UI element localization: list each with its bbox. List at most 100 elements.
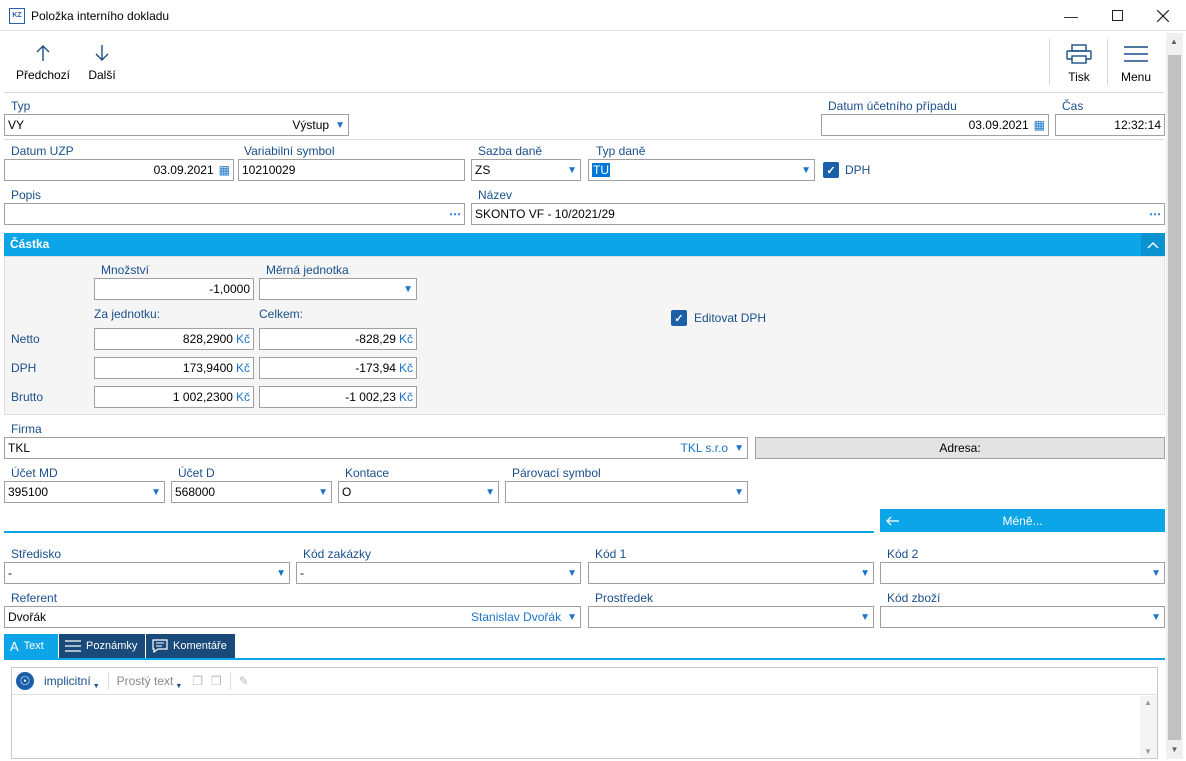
typ-dane-select[interactable]: TU ▼ <box>588 159 815 181</box>
calendar-icon[interactable]: ▦ <box>218 163 230 177</box>
calendar-icon[interactable]: ▦ <box>1033 118 1045 132</box>
dph-total-input[interactable]: -173,94 Kč <box>259 357 417 379</box>
chevron-down-icon: ▼ <box>403 283 413 295</box>
ellipsis-icon[interactable]: ⋯ <box>1149 207 1161 221</box>
referent-name: Stanislav Dvořák <box>471 610 562 624</box>
ellipsis-icon[interactable]: ⋯ <box>449 207 461 221</box>
chevron-down-icon: ▼ <box>567 567 577 579</box>
firma-select[interactable]: TKL TKL s.r.o ▼ <box>4 437 748 459</box>
toolbar-separator <box>1049 39 1050 85</box>
stredisko-select[interactable]: - ▼ <box>4 562 290 584</box>
variabilni-symbol-input[interactable]: 10210029 <box>238 159 465 181</box>
text-editor[interactable] <box>11 667 1158 759</box>
collapse-button[interactable] <box>1141 233 1165 256</box>
editovat-dph-checkbox[interactable]: ✓ <box>671 310 687 326</box>
toolbar <box>4 33 1164 93</box>
kod-zakazky-select[interactable]: - ▼ <box>296 562 581 584</box>
datum-uzp-value: 03.09.2021 <box>153 163 214 177</box>
mnozstvi-input[interactable]: -1,0000 <box>94 278 254 300</box>
dph-checkbox[interactable]: ✓ <box>823 162 839 178</box>
parovaci-symbol-select[interactable]: ▼ <box>505 481 748 503</box>
referent-select[interactable]: Dvořák Stanislav Dvořák ▼ <box>4 606 581 628</box>
mene-label: Méně... <box>1002 513 1043 528</box>
brutto-unit-value: 1 002,2300 <box>172 390 233 404</box>
nazev-label: Název <box>478 188 513 202</box>
arrow-down-icon <box>95 45 109 61</box>
printer-icon <box>1066 44 1092 64</box>
nazev-value: SKONTO VF - 10/2021/29 <box>475 207 615 221</box>
minimize-button[interactable]: — <box>1064 7 1078 24</box>
datum-uzp-field[interactable]: 03.09.2021 ▦ <box>4 159 234 181</box>
scroll-up-icon[interactable]: ▲ <box>1170 37 1178 46</box>
next-button[interactable]: Další <box>84 34 120 92</box>
tab-komentare[interactable]: Komentáře <box>146 634 235 658</box>
stredisko-value: - <box>8 566 12 580</box>
close-button[interactable] <box>1140 0 1186 31</box>
menu-label: Menu <box>1120 70 1152 84</box>
kontace-select[interactable]: O ▼ <box>338 481 499 503</box>
chevron-down-icon: ▼ <box>92 682 100 690</box>
kod2-select[interactable]: ▼ <box>880 562 1165 584</box>
netto-unit-input[interactable]: 828,2900 Kč <box>94 328 254 350</box>
print-button[interactable]: Tisk <box>1056 34 1102 92</box>
currency-label: Kč <box>398 332 413 346</box>
cas-field[interactable]: 12:32:14 <box>1055 114 1165 136</box>
mnozstvi-label: Množství <box>101 263 150 277</box>
previous-button[interactable]: Předchozí <box>12 34 74 92</box>
ucet-d-label: Účet D <box>178 466 215 480</box>
ucet-d-value: 568000 <box>175 485 216 499</box>
chevron-down-icon: ▼ <box>175 682 183 690</box>
kod-zbozi-select[interactable]: ▼ <box>880 606 1165 628</box>
close-icon <box>1157 9 1169 22</box>
editor-scrollbar[interactable]: ▲ ▼ <box>1140 696 1157 758</box>
scroll-down-icon[interactable]: ▼ <box>1166 740 1183 759</box>
merna-jednotka-select[interactable]: ▼ <box>259 278 417 300</box>
merna-jednotka-label: Měrná jednotka <box>266 263 349 277</box>
typ-select[interactable]: VY Výstup ▼ <box>4 114 349 136</box>
mene-button[interactable]: Méně... <box>880 509 1165 532</box>
prostredek-select[interactable]: ▼ <box>588 606 874 628</box>
kontace-label: Kontace <box>345 466 390 480</box>
adresa-button[interactable]: Adresa: <box>755 437 1165 459</box>
language-dropdown[interactable]: implicitní <box>44 674 91 688</box>
tab-komentare-label: Komentáře <box>173 640 227 652</box>
section-divider <box>4 531 874 533</box>
maximize-button[interactable] <box>1094 0 1140 31</box>
dph-unit-input[interactable]: 173,9400 Kč <box>94 357 254 379</box>
scroll-down-icon[interactable]: ▼ <box>1144 747 1152 756</box>
format-dropdown[interactable]: Prostý text <box>116 674 174 688</box>
scrollbar-thumb[interactable] <box>1168 55 1181 759</box>
ucet-d-select[interactable]: 568000 ▼ <box>171 481 332 503</box>
popis-input[interactable]: ⋯ <box>4 203 465 225</box>
pencil-icon[interactable]: ✎ <box>238 674 249 688</box>
sazba-dane-select[interactable]: ZS ▼ <box>471 159 581 181</box>
popis-label: Popis <box>11 188 42 202</box>
datum-ucetniho-pripadu-field[interactable]: 03.09.2021 ▦ <box>821 114 1049 136</box>
editovat-dph-label: Editovat DPH <box>694 311 767 325</box>
main-scrollbar[interactable]: ▲ <box>1166 33 1183 759</box>
brutto-unit-input[interactable]: 1 002,2300 Kč <box>94 386 254 408</box>
globe-icon[interactable]: ☉ <box>16 672 34 690</box>
menu-button[interactable]: Menu <box>1114 34 1158 92</box>
castka-title: Částka <box>10 237 50 251</box>
window-title: Položka interního dokladu <box>31 9 170 23</box>
brutto-total-input[interactable]: -1 002,23 Kč <box>259 386 417 408</box>
chevron-down-icon: ▼ <box>860 611 870 623</box>
arrow-left-icon <box>886 516 899 525</box>
copy-icon[interactable]: ❐ <box>192 674 204 688</box>
kod-zbozi-label: Kód zboží <box>887 591 941 605</box>
netto-total-input[interactable]: -828,29 Kč <box>259 328 417 350</box>
tab-text[interactable]: A Text <box>4 634 58 658</box>
paste-icon[interactable]: ❐ <box>211 674 222 688</box>
scroll-up-icon[interactable]: ▲ <box>1144 698 1152 707</box>
ucet-md-select[interactable]: 395100 ▼ <box>4 481 165 503</box>
netto-total-value: -828,29 <box>355 332 396 346</box>
toolbar-separator <box>229 672 231 690</box>
firma-name: TKL s.r.o <box>680 441 729 455</box>
chevron-down-icon: ▼ <box>318 486 328 498</box>
chevron-down-icon: ▼ <box>335 119 345 131</box>
tab-poznamky[interactable]: Poznámky <box>59 634 145 658</box>
kod1-select[interactable]: ▼ <box>588 562 874 584</box>
nazev-input[interactable]: SKONTO VF - 10/2021/29 ⋯ <box>471 203 1165 225</box>
currency-label: Kč <box>235 361 250 375</box>
